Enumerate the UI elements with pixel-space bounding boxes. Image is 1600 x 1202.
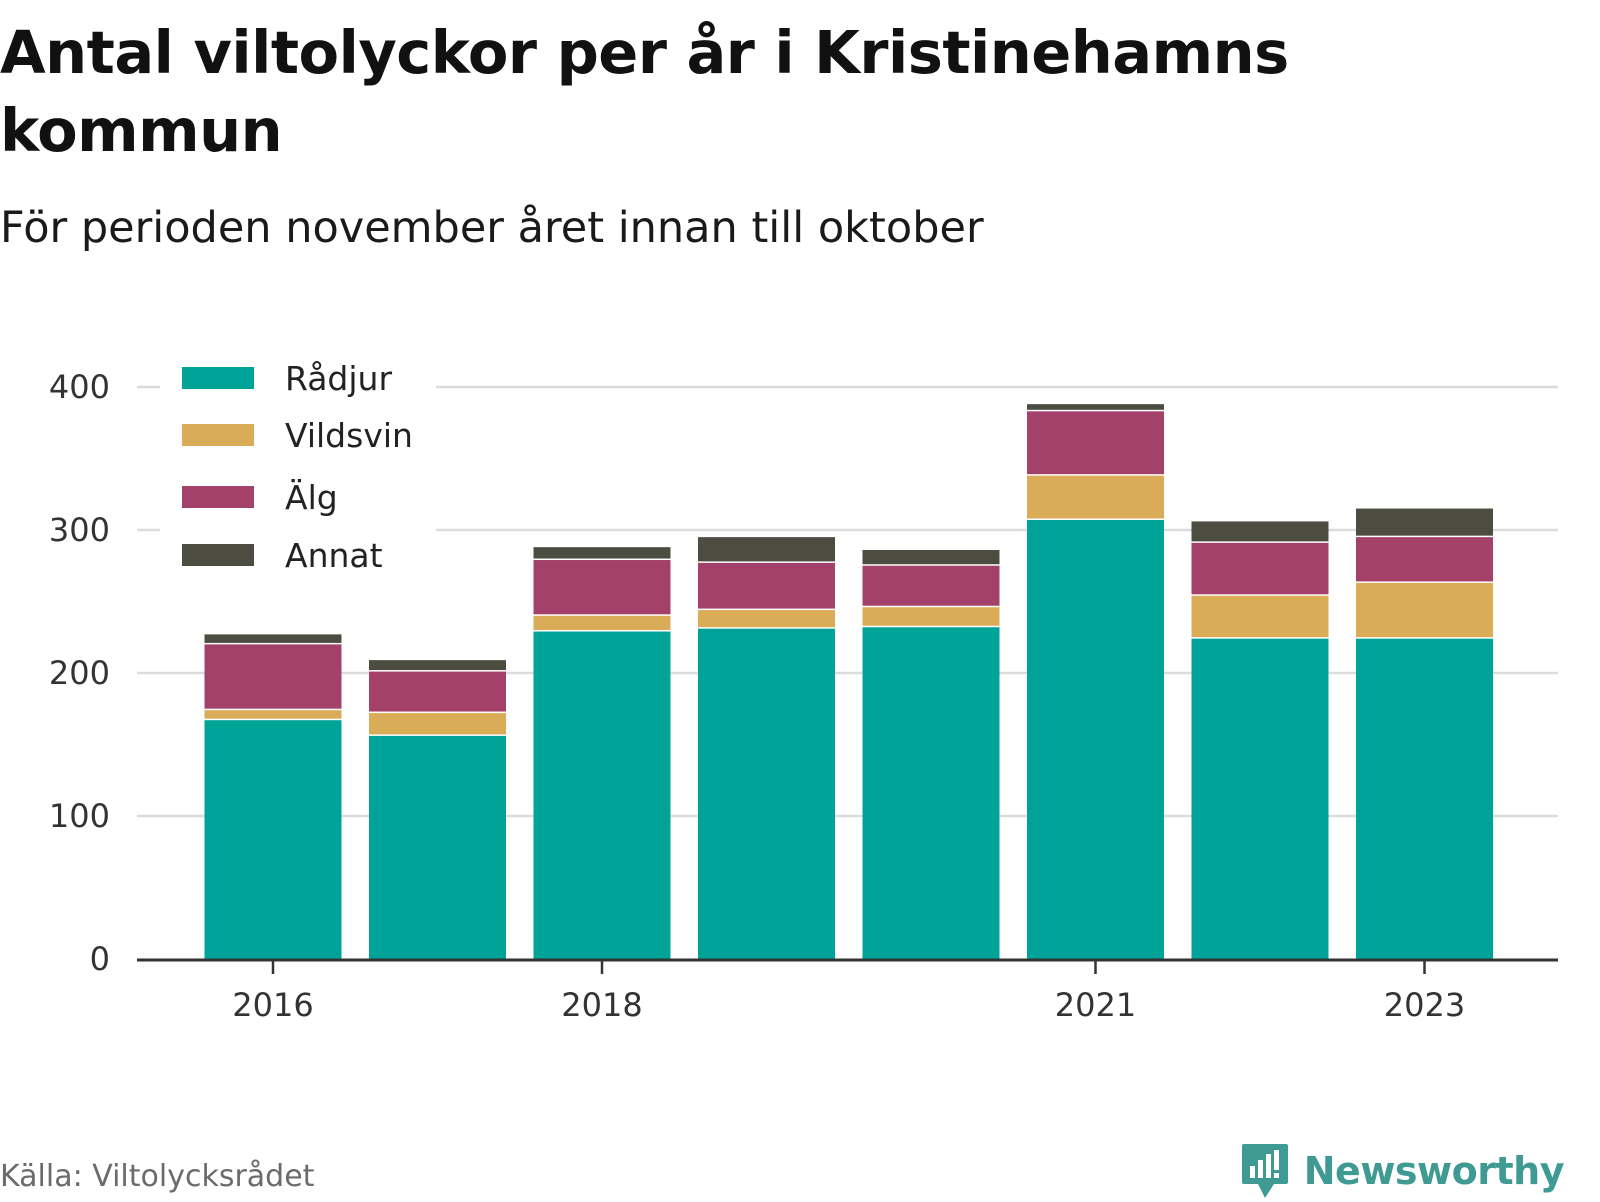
bar-2023-Annat	[1356, 508, 1493, 536]
bar-2020-Rådjur	[862, 627, 1000, 959]
bar-2022-Vildsvin	[1191, 595, 1329, 638]
y-tick-label-100: 100	[49, 797, 110, 835]
x-axis: 2016 2018 2021 2023	[137, 958, 1558, 1024]
legend-label-Rådjur: Rådjur	[285, 359, 392, 398]
x-tick-label-2018: 2018	[561, 986, 642, 1024]
legend-label-Annat: Annat	[285, 536, 383, 575]
legend-label-Vildsvin: Vildsvin	[285, 416, 413, 455]
bar-2016-Vildsvin	[204, 710, 342, 719]
y-tick-label-200: 200	[49, 654, 110, 692]
bar-2019-Älg	[698, 562, 835, 609]
legend-label-Älg: Älg	[285, 478, 338, 517]
newsworthy-logo: Newsworthy	[1240, 1140, 1565, 1202]
bar-stack-2021	[1027, 404, 1164, 959]
legend-swatch-Älg	[182, 486, 254, 508]
bar-2016-Älg	[204, 644, 342, 709]
bar-2017-Vildsvin	[369, 713, 506, 735]
bar-2017-Älg	[369, 671, 506, 712]
bar-2021-Vildsvin	[1027, 475, 1164, 519]
chart-subtitle: För perioden november året innan till ok…	[0, 203, 984, 253]
x-tick-label-2016: 2016	[232, 986, 313, 1024]
y-tick-label-0: 0	[90, 940, 110, 978]
bar-2018-Vildsvin	[533, 615, 671, 631]
legend-swatch-Annat	[182, 544, 254, 566]
bar-2021-Rådjur	[1027, 519, 1164, 959]
brand-name: Newsworthy	[1303, 1149, 1565, 1193]
bar-2017-Annat	[369, 660, 506, 671]
newsworthy-logo-icon	[1241, 1144, 1288, 1198]
source-note: Källa: Viltolycksrådet	[0, 1159, 315, 1194]
bar-2022-Annat	[1191, 521, 1329, 542]
bar-stack-2017	[369, 660, 506, 959]
bar-2022-Älg	[1191, 542, 1329, 595]
bar-2020-Annat	[862, 550, 1000, 565]
bar-2018-Älg	[533, 560, 671, 615]
x-tick-label-2021: 2021	[1055, 986, 1136, 1024]
bar-2019-Rådjur	[698, 628, 835, 959]
bar-2019-Annat	[698, 537, 835, 562]
bar-stack-2018	[533, 547, 671, 959]
bar-stack-2019	[698, 537, 835, 959]
bar-2021-Annat	[1027, 404, 1164, 410]
bar-2020-Älg	[862, 565, 1000, 606]
bar-2016-Rådjur	[204, 720, 342, 959]
chart-title: Antal viltolyckor per år i Kristinehamns…	[0, 18, 1289, 165]
bar-2019-Vildsvin	[698, 610, 835, 628]
legend-swatch-Vildsvin	[182, 424, 254, 446]
y-tick-label-400: 400	[49, 368, 110, 406]
bar-2023-Rådjur	[1356, 638, 1493, 959]
bar-stack-2016	[204, 634, 342, 959]
bar-2017-Rådjur	[369, 735, 506, 959]
legend-swatch-Rådjur	[182, 367, 254, 389]
bars	[204, 404, 1493, 959]
y-tick-label-300: 300	[49, 511, 110, 549]
bar-2018-Annat	[533, 547, 671, 559]
x-tick-label-2023: 2023	[1384, 986, 1465, 1024]
bar-2016-Annat	[204, 634, 342, 643]
bar-2023-Vildsvin	[1356, 582, 1493, 638]
legend: Rådjur Vildsvin Älg Annat	[160, 354, 436, 592]
bar-2023-Älg	[1356, 537, 1493, 582]
bar-stack-2020	[862, 550, 1000, 959]
bar-2018-Rådjur	[533, 631, 671, 959]
y-axis: 0 100 200 300 400	[49, 368, 110, 978]
bar-stack-2023	[1356, 508, 1493, 959]
bar-2020-Vildsvin	[862, 607, 1000, 626]
bar-2021-Älg	[1027, 411, 1164, 475]
bar-2022-Rådjur	[1191, 638, 1329, 959]
bar-stack-2022	[1191, 521, 1329, 959]
